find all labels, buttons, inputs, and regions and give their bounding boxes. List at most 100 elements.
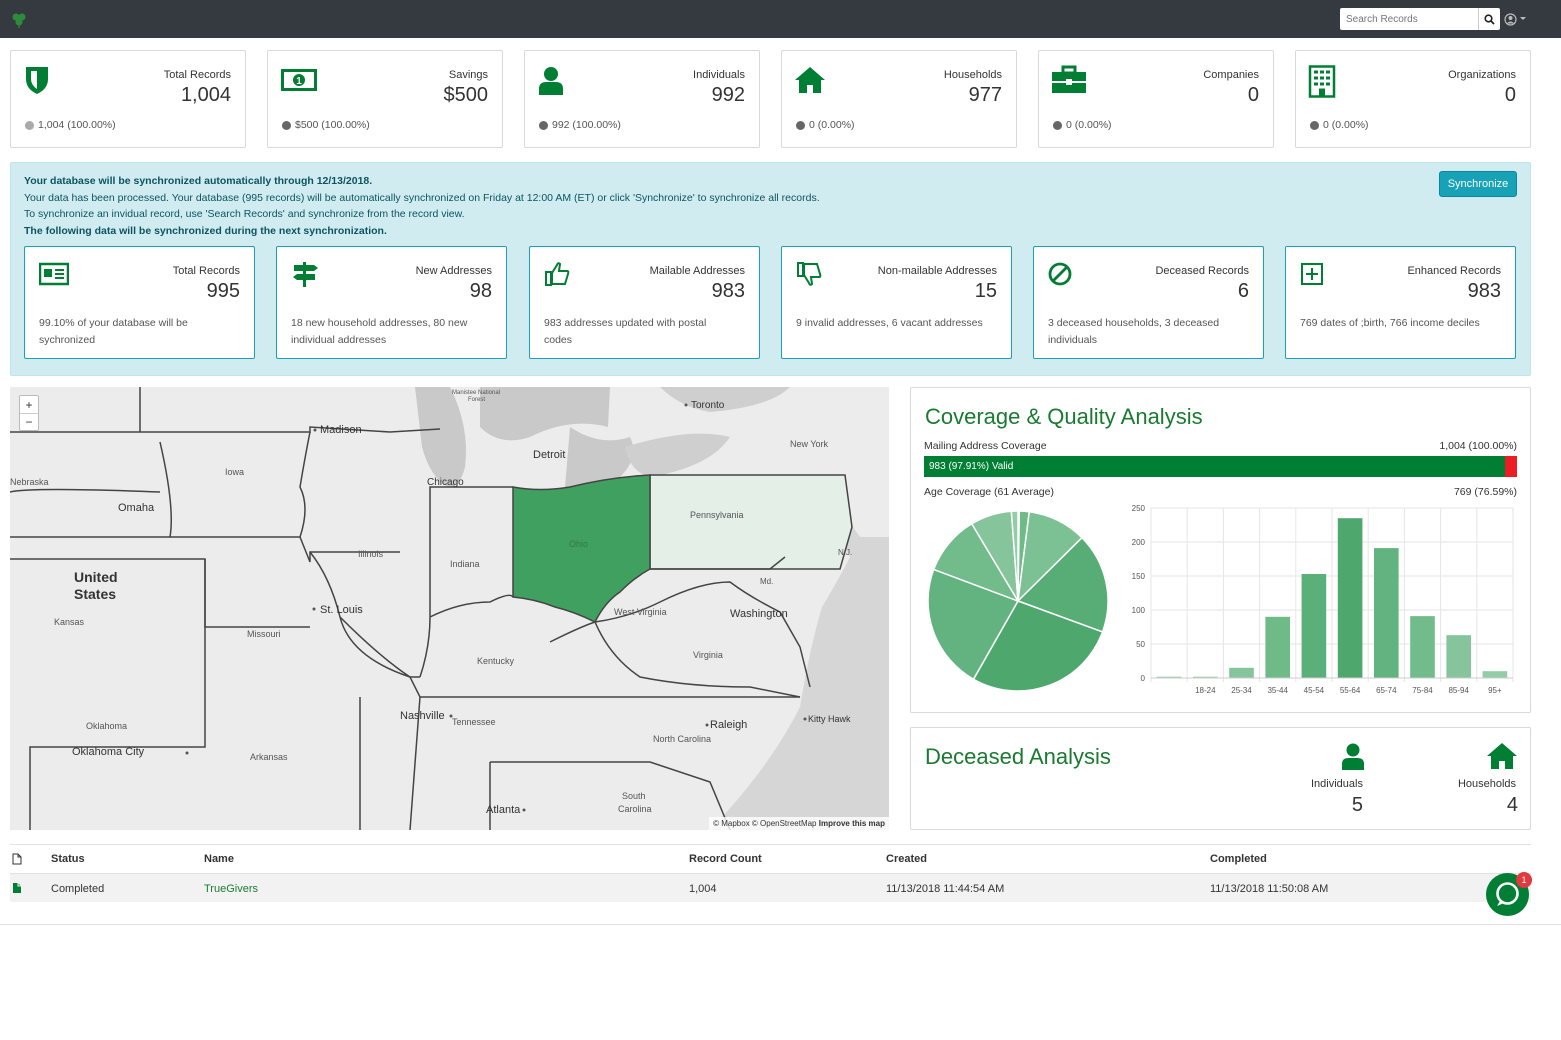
stat-value: $500 [443, 84, 489, 106]
row-created: 11/13/2018 11:44:54 AM [886, 883, 1005, 895]
sync-card-description: 3 deceased households, 3 deceased indivi… [1048, 317, 1220, 346]
map-label: Virginia [693, 650, 723, 660]
map-label: Atlanta [486, 804, 521, 816]
stat-card-savings: 1 Savings $500 $500 (100.00%) [267, 50, 503, 148]
chat-bubble-icon [1496, 882, 1519, 906]
deceased-panel: Deceased Analysis Individuals 5 Househol… [910, 727, 1531, 830]
map-label: Oklahoma [86, 721, 127, 731]
stat-footer: $500 (100.00%) [282, 119, 370, 131]
column-completed[interactable]: Completed [1210, 853, 1267, 865]
search-box [1340, 8, 1500, 30]
stat-footer-text: $500 (100.00%) [295, 119, 370, 131]
region-map[interactable]: Madison Detroit Toronto New York Chicago… [10, 387, 889, 830]
sync-subheading: The following data will be synchronized … [24, 225, 387, 237]
x-tick-label: 45-54 [1304, 686, 1325, 695]
map-label: Forest [468, 397, 485, 403]
attribution-text[interactable]: © Mapbox © OpenStreetMap [713, 819, 817, 828]
map-label: Manistee National [452, 390, 500, 396]
map-label: N.J. [838, 548, 852, 557]
x-tick-label: 95+ [1488, 686, 1502, 695]
caret-down-icon [1520, 17, 1526, 20]
age-coverage-total: 769 (76.59%) [1453, 486, 1517, 498]
bar-95+[interactable] [1482, 671, 1508, 678]
status-dot [1310, 120, 1319, 130]
y-tick-label: 200 [1132, 538, 1146, 547]
map-attribution: © Mapbox © OpenStreetMap Improve this ma… [709, 817, 889, 830]
row-name-link[interactable]: TrueGivers [204, 883, 258, 895]
file-icon[interactable] [12, 882, 22, 894]
bar-65-74[interactable] [1373, 548, 1399, 678]
sync-card-new-addresses: New Addresses 98 18 new household addres… [276, 246, 507, 359]
map-label: Md. [760, 577, 773, 586]
column-created[interactable]: Created [886, 853, 927, 865]
table-row[interactable]: Completed TrueGivers 1,004 11/13/2018 11… [10, 874, 1531, 902]
map-label: States [74, 586, 116, 602]
thumbs-up-icon [545, 262, 570, 286]
search-icon [1484, 13, 1495, 25]
stat-value: 0 [1504, 84, 1516, 106]
column-status[interactable]: Status [51, 853, 85, 865]
status-dot [25, 120, 34, 130]
bar-35-44[interactable] [1265, 616, 1291, 678]
map-label: Raleigh [710, 719, 747, 731]
x-tick-label: 65-74 [1376, 686, 1397, 695]
status-dot [539, 120, 548, 130]
stat-footer-text: 0 (0.00%) [1066, 119, 1112, 131]
bar-unlabeled[interactable] [1156, 676, 1182, 678]
sync-card-total-records: Total Records 995 99.10% of your databas… [24, 246, 255, 359]
stat-label: Total Records [163, 69, 231, 81]
pie-slice-95+[interactable] [1010, 510, 1019, 602]
sync-card-value: 98 [469, 280, 492, 302]
stat-footer: 0 (0.00%) [1310, 119, 1369, 131]
bar-45-54[interactable] [1301, 573, 1327, 678]
stat-footer: 0 (0.00%) [1053, 119, 1112, 131]
bar-85-94[interactable] [1446, 635, 1472, 678]
bar-25-34[interactable] [1229, 667, 1254, 678]
map-label: Illinois [358, 549, 384, 559]
map-label: Kitty Hawk [808, 714, 851, 724]
table-header: Status Name Record Count Created Complet… [10, 844, 1531, 874]
sync-card-value: 15 [974, 280, 997, 302]
sync-card-description: 769 dates of ;birth, 766 income deciles [1300, 317, 1480, 329]
bar-55-64[interactable] [1337, 518, 1363, 678]
user-icon [1342, 743, 1364, 770]
sync-card-deceased: Deceased Records 6 3 deceased households… [1033, 246, 1264, 359]
thumbs-down-icon [797, 262, 822, 286]
map-label: Nashville [400, 710, 445, 722]
search-button[interactable] [1478, 8, 1500, 30]
bar-75-84[interactable] [1410, 616, 1435, 678]
stat-label: Households [943, 69, 1002, 81]
logo-icon[interactable] [10, 11, 28, 29]
plus-square-icon [1301, 263, 1323, 285]
pie-slice-65-74[interactable] [927, 568, 1020, 681]
x-tick-label: 85-94 [1448, 686, 1469, 695]
column-name[interactable]: Name [204, 853, 234, 865]
synchronize-button[interactable]: Synchronize [1439, 171, 1517, 197]
user-menu[interactable] [1504, 12, 1528, 26]
coverage-panel: Coverage & Quality Analysis Mailing Addr… [910, 387, 1531, 713]
search-input[interactable] [1340, 8, 1478, 30]
pie-slice-45-54[interactable] [1016, 536, 1109, 633]
bar-18-24[interactable] [1192, 676, 1218, 678]
x-tick-label: 35-44 [1267, 686, 1288, 695]
deceased-individuals-value: 5 [1351, 794, 1363, 816]
status-dot [1053, 120, 1062, 130]
sync-card-label: Mailable Addresses [649, 265, 745, 277]
x-tick-label: 18-24 [1195, 686, 1216, 695]
stat-card-households: Households 977 0 (0.00%) [781, 50, 1017, 148]
stat-card-organizations: Organizations 0 0 (0.00%) [1295, 50, 1531, 148]
sync-card-label: Non-mailable Addresses [877, 265, 997, 277]
map-label: Tennessee [452, 717, 496, 727]
stat-footer: 992 (100.00%) [539, 119, 621, 131]
user-icon [539, 67, 563, 95]
column-record-count[interactable]: Record Count [689, 853, 762, 865]
map-canvas: Madison Detroit Toronto New York Chicago… [10, 387, 889, 830]
stat-footer-text: 992 (100.00%) [552, 119, 621, 131]
sync-card-label: New Addresses [415, 265, 492, 277]
improve-map-link[interactable]: Improve this map [818, 819, 885, 828]
row-completed: 11/13/2018 11:50:08 AM [1210, 883, 1329, 895]
mailing-coverage-total: 1,004 (100.00%) [1439, 440, 1517, 452]
zoom-out-button[interactable]: − [20, 413, 38, 430]
svg-text:1: 1 [296, 76, 302, 87]
zoom-in-button[interactable]: + [25, 397, 33, 412]
